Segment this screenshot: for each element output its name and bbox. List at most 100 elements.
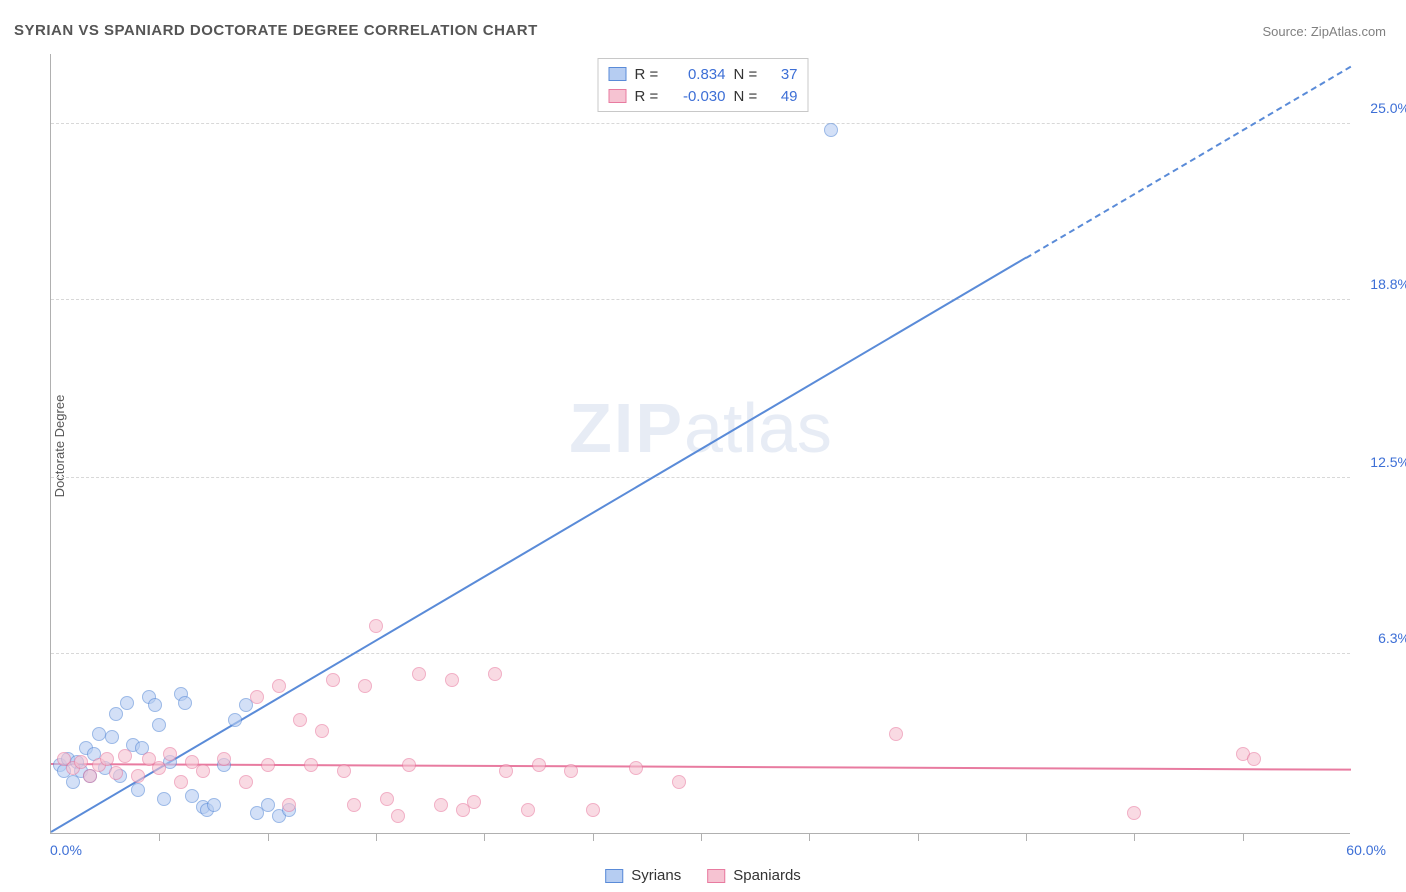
- legend-label: Spaniards: [733, 867, 801, 884]
- scatter-point: [118, 749, 132, 763]
- r-value: 0.834: [671, 66, 726, 83]
- scatter-point: [347, 798, 361, 812]
- n-value: 37: [770, 66, 798, 83]
- gridline: [51, 123, 1350, 124]
- trend-line: [1025, 65, 1351, 258]
- x-tick: [918, 833, 919, 841]
- legend-swatch: [609, 67, 627, 81]
- scatter-point: [564, 764, 578, 778]
- scatter-point: [315, 724, 329, 738]
- watermark-atlas: atlas: [684, 389, 832, 467]
- scatter-point: [178, 696, 192, 710]
- series-legend: Syrians Spaniards: [605, 867, 801, 884]
- series-legend-item: Syrians: [605, 867, 681, 884]
- x-tick: [809, 833, 810, 841]
- scatter-point: [402, 758, 416, 772]
- n-label: N =: [734, 66, 762, 83]
- y-tick-label: 12.5%: [1360, 454, 1406, 470]
- scatter-point: [174, 775, 188, 789]
- scatter-point: [358, 679, 372, 693]
- r-value: -0.030: [671, 88, 726, 105]
- scatter-point: [66, 775, 80, 789]
- scatter-point: [586, 803, 600, 817]
- scatter-point: [1127, 806, 1141, 820]
- scatter-point: [889, 727, 903, 741]
- scatter-point: [228, 713, 242, 727]
- scatter-point: [239, 775, 253, 789]
- scatter-point: [148, 698, 162, 712]
- x-tick: [159, 833, 160, 841]
- scatter-point: [824, 123, 838, 137]
- scatter-point: [629, 761, 643, 775]
- scatter-point: [217, 752, 231, 766]
- scatter-point: [131, 783, 145, 797]
- scatter-point: [152, 718, 166, 732]
- x-tick: [1243, 833, 1244, 841]
- series-legend-item: Spaniards: [707, 867, 801, 884]
- n-value: 49: [770, 88, 798, 105]
- scatter-point: [391, 809, 405, 823]
- scatter-point: [369, 619, 383, 633]
- scatter-point: [434, 798, 448, 812]
- y-tick-label: 6.3%: [1360, 630, 1406, 646]
- scatter-point: [250, 690, 264, 704]
- scatter-point: [109, 766, 123, 780]
- y-tick-label: 25.0%: [1360, 100, 1406, 116]
- stats-legend-row: R = 0.834 N = 37: [609, 63, 798, 85]
- gridline: [51, 477, 1350, 478]
- scatter-point: [92, 727, 106, 741]
- x-max-label: 60.0%: [1346, 842, 1386, 858]
- x-tick: [1026, 833, 1027, 841]
- trend-line: [51, 763, 1351, 771]
- legend-swatch: [609, 89, 627, 103]
- x-tick: [268, 833, 269, 841]
- y-tick-label: 18.8%: [1360, 276, 1406, 292]
- scatter-point: [467, 795, 481, 809]
- scatter-point: [74, 755, 88, 769]
- x-min-label: 0.0%: [50, 842, 82, 858]
- x-tick: [593, 833, 594, 841]
- trend-line: [50, 257, 1026, 833]
- stats-legend: R = 0.834 N = 37 R = -0.030 N = 49: [598, 58, 809, 112]
- scatter-point: [412, 667, 426, 681]
- scatter-point: [261, 798, 275, 812]
- x-tick: [376, 833, 377, 841]
- legend-swatch: [605, 869, 623, 883]
- legend-swatch: [707, 869, 725, 883]
- x-tick: [484, 833, 485, 841]
- scatter-point: [445, 673, 459, 687]
- scatter-point: [326, 673, 340, 687]
- watermark-zip: ZIP: [569, 389, 684, 467]
- scatter-point: [152, 761, 166, 775]
- x-tick: [1134, 833, 1135, 841]
- scatter-point: [272, 679, 286, 693]
- n-label: N =: [734, 88, 762, 105]
- scatter-point: [100, 752, 114, 766]
- r-label: R =: [635, 66, 663, 83]
- scatter-point: [120, 696, 134, 710]
- scatter-point: [83, 769, 97, 783]
- scatter-point: [109, 707, 123, 721]
- scatter-point: [380, 792, 394, 806]
- x-tick: [701, 833, 702, 841]
- scatter-point: [499, 764, 513, 778]
- gridline: [51, 653, 1350, 654]
- scatter-point: [163, 747, 177, 761]
- scatter-point: [304, 758, 318, 772]
- scatter-point: [131, 769, 145, 783]
- plot-area: ZIPatlas 6.3%12.5%18.8%25.0%: [50, 54, 1350, 834]
- scatter-point: [196, 764, 210, 778]
- scatter-point: [293, 713, 307, 727]
- scatter-point: [105, 730, 119, 744]
- scatter-point: [532, 758, 546, 772]
- scatter-point: [672, 775, 686, 789]
- scatter-point: [207, 798, 221, 812]
- scatter-point: [157, 792, 171, 806]
- scatter-point: [282, 798, 296, 812]
- gridline: [51, 299, 1350, 300]
- scatter-point: [1247, 752, 1261, 766]
- scatter-point: [337, 764, 351, 778]
- r-label: R =: [635, 88, 663, 105]
- legend-label: Syrians: [631, 867, 681, 884]
- scatter-point: [261, 758, 275, 772]
